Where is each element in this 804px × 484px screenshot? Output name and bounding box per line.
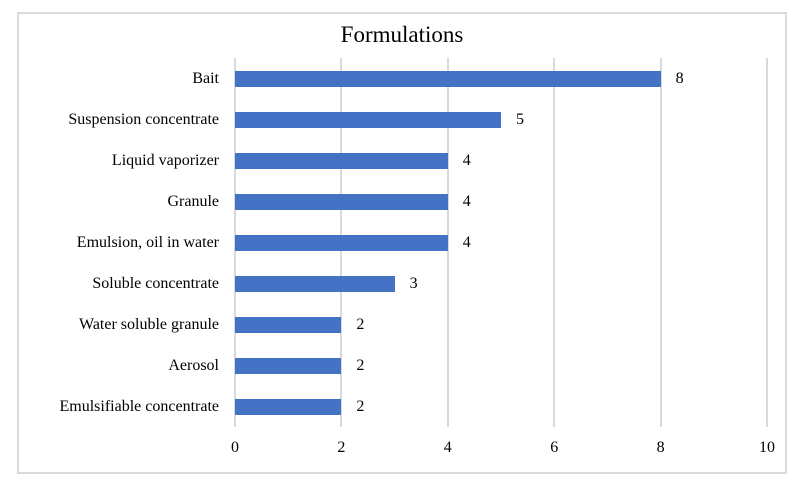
- bar: [235, 193, 448, 210]
- bar-value-label: 4: [462, 151, 471, 169]
- category-label: Bait: [192, 69, 219, 87]
- category-label: Emulsion, oil in water: [76, 233, 219, 251]
- bar-value-label: 2: [356, 397, 365, 415]
- bar-row: 4: [235, 222, 804, 263]
- category-label: Water soluble granule: [79, 315, 219, 333]
- category-label: Soluble concentrate: [92, 274, 219, 292]
- bar-row: 2: [235, 304, 804, 345]
- bar-value-label: 5: [516, 110, 524, 128]
- category-label: Suspension concentrate: [68, 110, 219, 128]
- bar: [235, 316, 342, 333]
- bar-row: 4: [235, 181, 804, 222]
- x-tick-label: 4: [443, 439, 452, 456]
- bar-value-label: 2: [356, 356, 365, 374]
- x-tick-label: 10: [759, 439, 775, 456]
- bar-row: 2: [235, 386, 804, 427]
- bar-value-label: 2: [356, 315, 365, 333]
- category-label: Aerosol: [168, 356, 219, 374]
- bar-value-label: 3: [409, 274, 418, 292]
- bar-row: 8: [235, 58, 804, 99]
- chart-frame: Formulations 8 5 4 4 4 3 2 2 2 Bait Suspension co…: [17, 12, 787, 474]
- bar-row: 5: [235, 99, 804, 140]
- bar-value-label: 4: [462, 233, 471, 251]
- chart-title: Formulations: [340, 22, 464, 47]
- category-label: Granule: [167, 192, 219, 210]
- bar-value-label: 4: [462, 192, 471, 210]
- bar: [235, 234, 448, 251]
- x-tick-label: 6: [550, 439, 559, 456]
- x-tick-label: 2: [337, 439, 346, 456]
- bar-row: 3: [235, 263, 804, 304]
- x-tick-label: 0: [231, 439, 239, 456]
- gridline: [766, 58, 768, 427]
- bar-value-label: 8: [675, 69, 684, 87]
- bar: [235, 152, 448, 169]
- plot-area: 8 5 4 4 4 3 2 2 2: [234, 58, 768, 427]
- bar-row: 4: [235, 140, 804, 181]
- x-tick-label: 8: [656, 439, 665, 456]
- bar: [235, 398, 342, 415]
- bar-row: 2: [235, 345, 804, 386]
- bar: [235, 70, 661, 87]
- bar: [235, 275, 395, 292]
- category-label: Liquid vaporizer: [111, 151, 219, 169]
- bar: [235, 357, 342, 374]
- bar: [235, 111, 501, 128]
- gridline: [553, 58, 556, 427]
- gridline: [659, 58, 662, 427]
- category-label: Emulsifiable concentrate: [59, 397, 219, 415]
- gridline: [446, 58, 449, 427]
